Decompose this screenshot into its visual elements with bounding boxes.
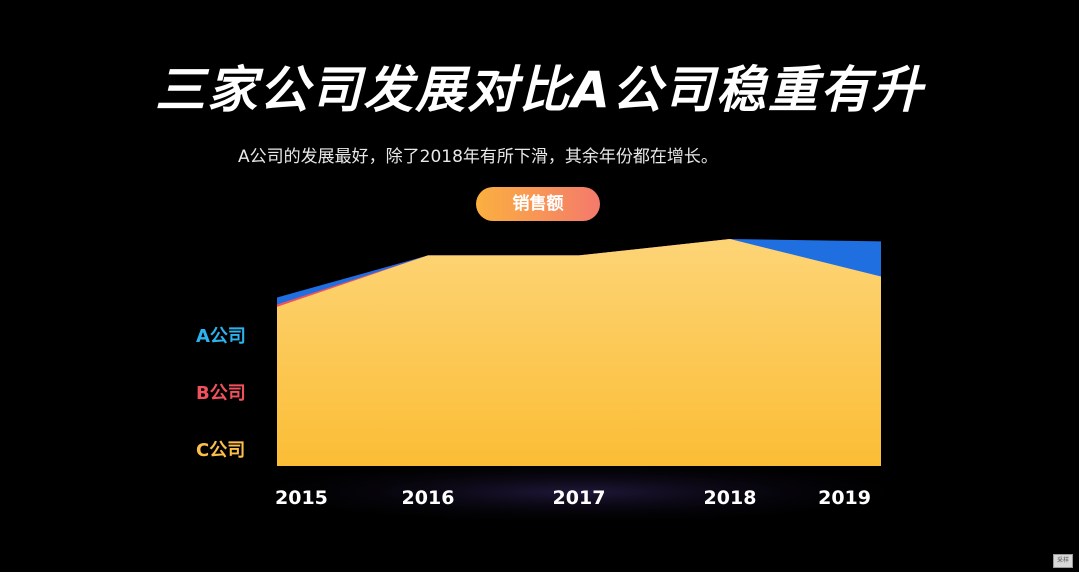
x-tick-label: 2015 <box>275 487 328 509</box>
x-tick-label: 2018 <box>704 487 757 509</box>
x-tick-label: 2017 <box>553 487 606 509</box>
x-tick-label: 2019 <box>818 487 871 509</box>
page-title: 三家公司发展对比A公司稳重有升 <box>155 61 924 119</box>
axis-glow <box>217 458 941 526</box>
area-series-c <box>277 239 881 466</box>
legend-item-b: B公司 <box>196 383 246 404</box>
sales-metric-button[interactable]: 销售额 <box>476 187 600 221</box>
legend-item-a: A公司 <box>196 326 246 347</box>
legend-item-c: C公司 <box>196 440 246 461</box>
x-tick-label: 2016 <box>402 487 455 509</box>
page-subtitle: A公司的发展最好，除了2018年有所下滑，其余年份都在增长。 <box>238 147 718 167</box>
watermark-badge: 采样 <box>1053 554 1073 568</box>
